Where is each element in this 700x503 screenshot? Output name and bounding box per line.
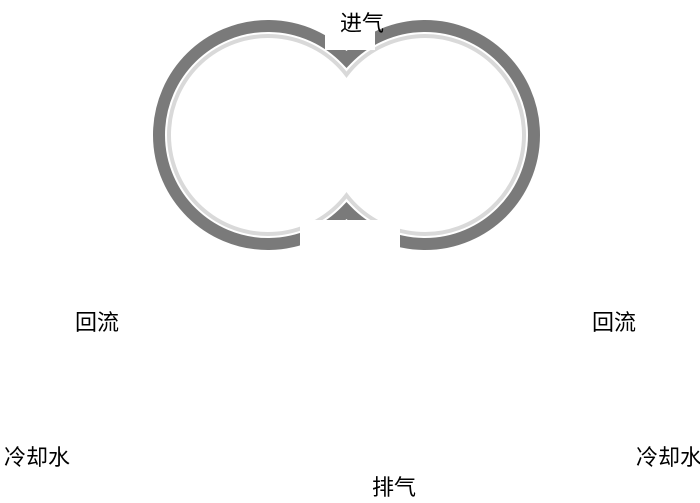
intake-label: 进气 <box>340 6 384 38</box>
coolant-left-label: 冷却水 <box>4 440 70 472</box>
return-left-label: 回流 <box>75 305 119 337</box>
coolant-right-label: 冷却水 <box>636 440 700 472</box>
return-right-label: 回流 <box>592 305 636 337</box>
exhaust-label: 排气 <box>372 470 416 502</box>
roots-blower-diagram <box>0 0 700 503</box>
outlet-gap <box>300 220 400 250</box>
